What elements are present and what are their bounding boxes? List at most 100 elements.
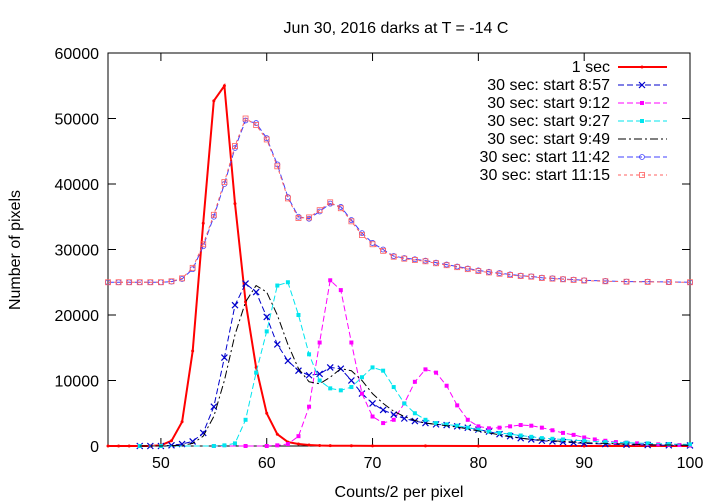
data-point bbox=[602, 278, 609, 285]
data-point bbox=[369, 241, 376, 248]
data-point bbox=[603, 440, 608, 445]
series-7 bbox=[105, 115, 693, 286]
data-point bbox=[640, 101, 644, 105]
data-point bbox=[381, 368, 386, 373]
data-point bbox=[592, 437, 597, 442]
data-point bbox=[201, 221, 205, 225]
data-point bbox=[434, 370, 439, 375]
data-point bbox=[454, 264, 461, 271]
data-point bbox=[486, 429, 491, 434]
data-point bbox=[210, 211, 217, 218]
data-point bbox=[222, 84, 226, 88]
legend-label: 1 sec bbox=[572, 59, 610, 76]
data-point bbox=[126, 279, 133, 286]
data-point bbox=[623, 278, 630, 285]
data-point bbox=[638, 81, 646, 89]
data-point bbox=[529, 434, 534, 439]
series-line bbox=[108, 117, 691, 283]
x-tick-label: 80 bbox=[469, 455, 487, 472]
data-point bbox=[455, 423, 460, 428]
data-point bbox=[232, 143, 238, 149]
data-point bbox=[317, 340, 322, 345]
data-point bbox=[550, 436, 555, 441]
y-tick-label: 20000 bbox=[55, 308, 100, 325]
data-point bbox=[380, 247, 387, 254]
data-point bbox=[539, 436, 544, 441]
y-tick-label: 60000 bbox=[55, 46, 100, 63]
data-point bbox=[285, 280, 290, 285]
data-point bbox=[635, 441, 640, 446]
data-point bbox=[529, 423, 534, 428]
data-point bbox=[517, 273, 524, 279]
data-point bbox=[359, 375, 364, 380]
data-point bbox=[476, 427, 481, 432]
data-point bbox=[296, 313, 301, 317]
data-point bbox=[349, 340, 354, 345]
data-point bbox=[191, 349, 195, 353]
data-point bbox=[391, 385, 396, 390]
data-point bbox=[158, 279, 164, 286]
series-group bbox=[105, 83, 694, 450]
data-point bbox=[390, 411, 398, 418]
data-point bbox=[381, 421, 386, 426]
data-point bbox=[347, 377, 355, 384]
data-point bbox=[434, 421, 439, 426]
data-point bbox=[265, 411, 269, 415]
data-point bbox=[273, 341, 281, 348]
x-tick-label: 50 bbox=[152, 455, 170, 472]
y-tick-label: 30000 bbox=[55, 243, 100, 260]
y-tick-label: 10000 bbox=[55, 374, 100, 391]
data-point bbox=[275, 283, 280, 288]
data-point bbox=[528, 273, 535, 280]
data-point bbox=[199, 429, 207, 437]
series-2 bbox=[136, 280, 694, 450]
data-point bbox=[656, 442, 661, 447]
series-4 bbox=[137, 280, 692, 448]
data-point bbox=[423, 444, 427, 448]
data-point bbox=[136, 279, 143, 286]
data-point bbox=[253, 122, 260, 128]
legend-label: 30 sec: start 9:27 bbox=[487, 113, 610, 130]
data-point bbox=[391, 417, 396, 422]
data-point bbox=[639, 154, 645, 160]
data-point bbox=[189, 266, 196, 273]
data-point bbox=[307, 443, 311, 447]
data-point bbox=[411, 417, 419, 425]
series-5 bbox=[139, 284, 691, 447]
x-tick-label: 100 bbox=[677, 455, 704, 472]
data-point bbox=[232, 441, 237, 446]
data-point bbox=[475, 268, 482, 275]
data-point bbox=[644, 279, 651, 285]
data-point bbox=[465, 425, 470, 430]
data-point bbox=[412, 411, 417, 416]
series-3 bbox=[137, 278, 692, 448]
data-point bbox=[168, 441, 175, 449]
x-tick-label: 60 bbox=[258, 455, 276, 472]
data-point bbox=[582, 444, 586, 448]
data-point bbox=[423, 417, 428, 422]
data-point bbox=[507, 272, 514, 278]
series-line bbox=[108, 83, 690, 447]
data-point bbox=[296, 434, 301, 439]
data-point bbox=[688, 442, 692, 447]
data-point bbox=[284, 195, 291, 202]
data-point bbox=[222, 443, 227, 448]
data-point bbox=[645, 441, 650, 446]
data-point bbox=[307, 352, 312, 357]
data-point bbox=[640, 119, 644, 123]
data-point bbox=[305, 371, 313, 379]
data-point bbox=[348, 218, 355, 225]
data-point bbox=[359, 391, 364, 396]
data-point bbox=[486, 426, 491, 431]
chart-title: Jun 30, 2016 darks at T = -14 C bbox=[284, 20, 509, 37]
data-point bbox=[263, 136, 270, 143]
data-point bbox=[295, 215, 302, 221]
data-point bbox=[402, 401, 407, 406]
data-point bbox=[231, 301, 239, 309]
data-point bbox=[379, 406, 387, 414]
data-point bbox=[252, 288, 260, 296]
data-point bbox=[508, 424, 513, 429]
data-point bbox=[179, 275, 185, 282]
data-point bbox=[295, 367, 302, 375]
